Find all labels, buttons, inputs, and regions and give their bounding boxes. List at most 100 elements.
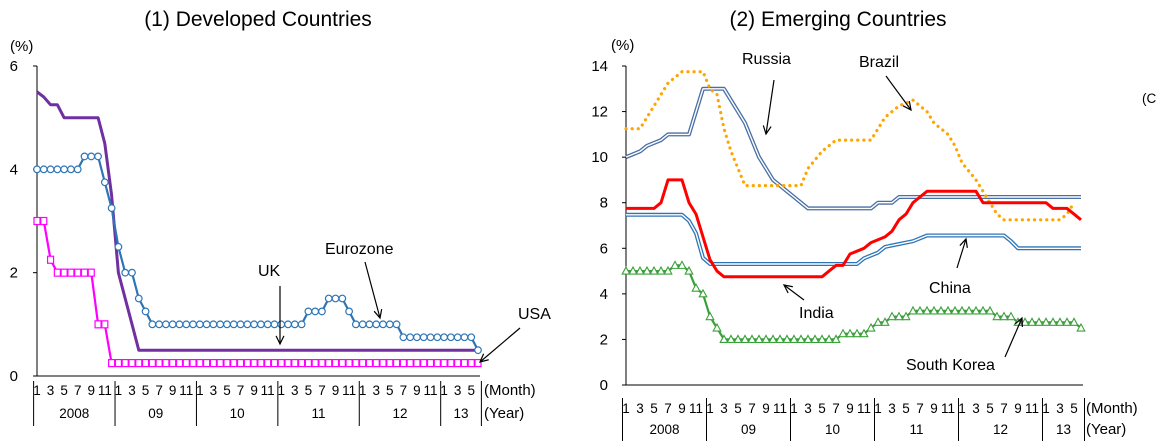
month-tick-label: 9: [88, 383, 96, 398]
data-point: [1069, 317, 1079, 326]
data-point: [936, 305, 946, 315]
data-point: [642, 265, 652, 275]
data-point: [453, 333, 462, 342]
year-label: 11: [312, 406, 326, 421]
data-point: [943, 305, 953, 315]
data-point: [859, 328, 869, 338]
month-tick-label: 11: [179, 383, 193, 398]
data-point: [1076, 322, 1086, 332]
y-tick-label: 8: [600, 195, 608, 212]
arrow-head: [762, 125, 772, 136]
data-point: [284, 358, 292, 368]
data-point: [379, 358, 387, 368]
series-south-korea: [621, 260, 1086, 343]
y-tick-label: 10: [591, 149, 608, 166]
data-point: [80, 268, 89, 277]
data-point: [880, 317, 890, 326]
data-point: [399, 358, 407, 368]
data-point: [887, 311, 897, 321]
data-point: [33, 165, 41, 174]
data-point: [628, 265, 638, 275]
data-point: [922, 305, 932, 315]
data-point: [74, 268, 82, 277]
data-point: [351, 320, 360, 329]
data-point: [635, 265, 645, 275]
annotation-arrow: [479, 327, 521, 363]
data-point: [108, 358, 116, 368]
data-point: [656, 265, 666, 275]
data-point: [324, 294, 333, 303]
data-point: [345, 307, 353, 316]
month-tick-label: 1: [115, 383, 123, 398]
data-point: [413, 333, 421, 342]
data-point: [698, 288, 708, 298]
data-point: [440, 333, 448, 342]
data-point: [467, 358, 475, 368]
data-point: [114, 358, 123, 368]
annotation-arrow: [1004, 317, 1023, 358]
arrow-head: [275, 335, 285, 346]
annotation-arrow: [956, 238, 967, 269]
year-label: 10: [230, 406, 245, 421]
month-tick-label: 9: [762, 401, 770, 416]
chart-title: (1) Developed Countries: [144, 8, 372, 31]
data-point: [209, 358, 217, 368]
data-point: [141, 307, 150, 316]
series-line: [626, 178, 1082, 279]
data-point: [135, 358, 143, 368]
data-point: [101, 320, 109, 329]
data-point: [155, 320, 164, 329]
data-point: [298, 358, 306, 368]
data-point: [284, 320, 292, 329]
annotation-label-india: India: [799, 305, 834, 322]
data-point: [67, 165, 75, 174]
data-point: [460, 358, 469, 368]
data-point: [852, 328, 862, 338]
year-label: 11: [909, 422, 923, 437]
data-point: [705, 311, 715, 321]
series-line: [36, 90, 478, 352]
series-line: [624, 70, 1076, 222]
series-uk: [36, 90, 478, 352]
data-point: [372, 358, 380, 368]
data-point: [446, 333, 455, 342]
arrow-head: [373, 309, 383, 320]
data-point: [392, 320, 401, 329]
month-tick-label: 3: [888, 401, 896, 416]
data-point: [121, 358, 129, 368]
month-tick-label: 7: [1000, 401, 1008, 416]
data-point: [189, 320, 197, 329]
data-point: [747, 334, 757, 343]
data-point: [223, 320, 231, 329]
data-point: [39, 165, 48, 174]
data-point: [209, 320, 218, 329]
data-point: [761, 334, 771, 343]
data-point: [100, 178, 109, 187]
data-point: [121, 268, 130, 277]
annotation-label-usa: USA: [518, 306, 551, 323]
data-point: [223, 358, 231, 368]
data-point: [257, 358, 265, 368]
data-point: [365, 358, 374, 368]
month-tick-label: 5: [305, 383, 313, 398]
month-tick-label: 9: [413, 383, 421, 398]
data-point: [950, 305, 960, 315]
data-point: [162, 320, 170, 329]
month-axis-label: (Month): [484, 382, 536, 399]
data-point: [754, 334, 764, 343]
series-india: [626, 178, 1082, 279]
series-line-inner: [625, 88, 1081, 210]
data-point: [908, 305, 918, 315]
month-tick-label: 3: [454, 383, 462, 398]
data-point: [824, 334, 834, 343]
data-point: [426, 333, 435, 342]
data-point: [929, 305, 939, 315]
data-point: [379, 320, 387, 329]
year-label: 13: [1056, 422, 1071, 437]
month-tick-label: 1: [33, 383, 41, 398]
data-point: [263, 320, 272, 329]
year-label: 12: [993, 422, 1008, 437]
y-axis-label: (%): [611, 37, 634, 54]
month-tick-label: 3: [47, 383, 55, 398]
data-point: [311, 358, 319, 368]
